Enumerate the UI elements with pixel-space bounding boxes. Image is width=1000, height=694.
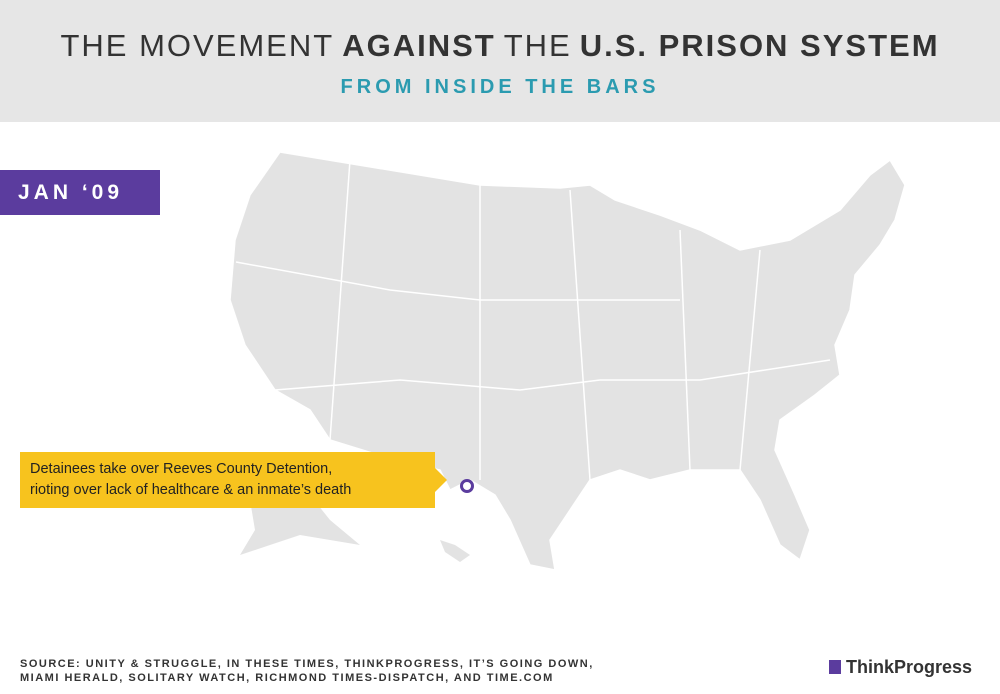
- state-borders: [235, 159, 831, 481]
- event-marker: [460, 479, 474, 493]
- date-label: JAN ‘09: [0, 170, 160, 215]
- source-line: SOURCE: UNITY & STRUGGLE, IN THESE TIMES…: [20, 658, 594, 670]
- title-part: THE MOVEMENT: [60, 28, 335, 63]
- title-part: THE: [503, 28, 572, 63]
- source: SOURCE: UNITY & STRUGGLE, IN THESE TIMES…: [20, 657, 594, 685]
- title: THE MOVEMENT AGAINST THE U.S. PRISON SYSTEM: [0, 28, 1000, 64]
- logo-icon: [828, 660, 841, 674]
- header: THE MOVEMENT AGAINST THE U.S. PRISON SYSTEM…: [0, 0, 1000, 122]
- subtitle: FROM INSIDE THE BARS: [340, 76, 660, 98]
- callout-line: Detainees take over Reeves County Detent…: [30, 461, 333, 477]
- title-part: AGAINST: [342, 28, 496, 63]
- logo-text: ThinkProgress: [845, 657, 972, 677]
- alaska: [240, 495, 360, 555]
- callout: Detainees take over Reeves County Detent…: [20, 452, 447, 508]
- callout-line: rioting over lack of healthcare & an inm…: [30, 482, 352, 498]
- title-part: U.S. PRISON SYSTEM: [579, 28, 940, 63]
- logo: ThinkProgress: [828, 657, 972, 678]
- us-map: [229, 151, 906, 571]
- source-line: MIAMI HERALD, SOLITARY WATCH, RICHMOND T…: [20, 672, 554, 684]
- hawaii: [440, 540, 470, 562]
